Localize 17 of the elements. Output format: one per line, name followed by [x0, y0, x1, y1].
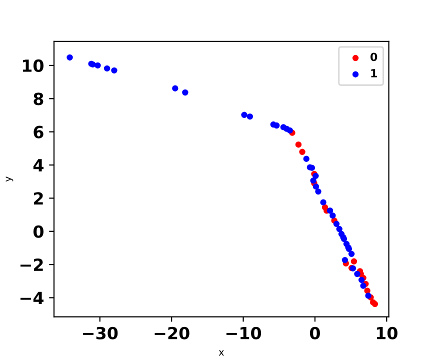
- x-tick-label: −20: [154, 326, 190, 340]
- y-tick-label: −2: [20, 258, 43, 271]
- y-tick-label: 4: [33, 159, 44, 172]
- x-tick-label: −30: [83, 326, 118, 340]
- legend-label: 1: [371, 69, 377, 78]
- x-tick-label: −10: [226, 326, 262, 340]
- x-axis-title: x: [218, 350, 224, 356]
- x-tick-label: 10: [376, 326, 398, 340]
- y-tick-label: 6: [34, 126, 44, 138]
- x-tick-label: 0: [310, 326, 320, 340]
- y-tick-label: 8: [34, 92, 44, 106]
- y-tick-label: 2: [34, 192, 43, 205]
- y-tick-label: −4: [20, 292, 44, 304]
- y-tick-label: 10: [22, 59, 44, 72]
- y-axis-title: y: [6, 176, 14, 182]
- legend-label: 0: [370, 52, 378, 62]
- y-tick-label: 0: [33, 225, 44, 238]
